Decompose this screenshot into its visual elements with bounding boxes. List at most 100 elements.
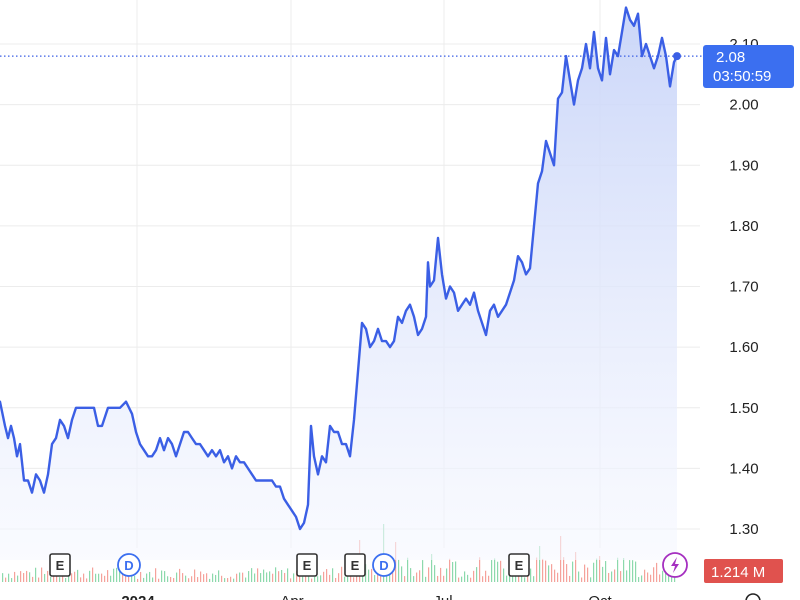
volume-bar	[566, 564, 568, 582]
volume-bar	[413, 576, 415, 582]
volume-bar	[608, 572, 610, 582]
event-dividend-marker[interactable]: D	[117, 553, 141, 577]
volume-bar	[212, 573, 214, 582]
event-dividend-marker[interactable]: D	[372, 553, 396, 577]
volume-bar	[317, 576, 319, 582]
volume-bar	[149, 571, 151, 582]
volume-bar	[407, 557, 409, 582]
x-axis: 2024 Apr Jul Oct	[121, 593, 612, 600]
event-earnings-marker[interactable]: E	[344, 553, 366, 577]
volume-bar	[314, 576, 316, 582]
volume-bar	[503, 568, 505, 582]
volume-bar	[458, 577, 460, 582]
volume-bar	[176, 572, 178, 582]
earnings-icon	[508, 553, 530, 577]
volume-bar	[143, 577, 145, 582]
event-earnings-marker[interactable]: E	[296, 553, 318, 577]
event-flash-marker[interactable]	[662, 552, 688, 578]
y-tick-label: 1.60	[729, 339, 758, 356]
volume-bar	[326, 569, 328, 582]
volume-bar	[404, 576, 406, 582]
volume-bar	[302, 576, 304, 582]
volume-bar	[338, 573, 340, 582]
volume-bar	[128, 576, 130, 582]
volume-bar	[146, 573, 148, 582]
volume-bar	[398, 559, 400, 582]
volume-bar	[506, 575, 508, 582]
volume-bar	[578, 571, 580, 582]
volume-bar	[86, 578, 88, 582]
volume-bar	[476, 567, 478, 582]
price-tag: 2.08 03:50:59	[703, 45, 794, 88]
volume-bar	[479, 557, 481, 582]
volume-bar	[500, 560, 502, 582]
volume-bar	[548, 565, 550, 582]
volume-bar	[8, 573, 10, 582]
event-label: E	[515, 558, 524, 573]
volume-bar	[281, 569, 283, 582]
volume-bar	[650, 574, 652, 582]
volume-bar	[329, 574, 331, 582]
volume-bar	[107, 570, 109, 582]
volume-bar	[236, 573, 238, 582]
volume-bar	[437, 575, 439, 582]
volume-bar	[293, 573, 295, 582]
volume-bar	[305, 575, 307, 582]
volume-bar	[386, 571, 388, 582]
volume-bar	[257, 568, 259, 582]
volume-bar	[371, 568, 373, 582]
y-tick-label: 1.70	[729, 279, 758, 296]
volume-bar	[593, 562, 595, 582]
settings-icon[interactable]	[745, 593, 761, 600]
volume-bar	[635, 561, 637, 582]
volume-bar	[335, 577, 337, 582]
volume-bar	[395, 542, 397, 582]
volume-bar	[617, 557, 619, 582]
volume-bar	[233, 578, 235, 582]
volume-bar	[311, 578, 313, 582]
current-price-label: 2.08	[716, 49, 745, 66]
volume-bar	[104, 575, 106, 582]
volume-bar	[623, 558, 625, 582]
volume-bar	[71, 573, 73, 582]
earnings-icon	[49, 553, 71, 577]
y-tick-label: 1.50	[729, 400, 758, 417]
price-area-fill	[0, 7, 677, 561]
event-earnings-marker[interactable]: E	[508, 553, 530, 577]
volume-bar	[179, 568, 181, 582]
volume-bar	[77, 569, 79, 582]
volume-bar	[446, 568, 448, 582]
volume-bar	[419, 570, 421, 582]
volume-bar	[164, 571, 166, 582]
earnings-icon	[296, 553, 318, 577]
volume-bar	[401, 566, 403, 582]
volume-bar	[539, 546, 541, 582]
volume-bar	[452, 562, 454, 582]
volume-bar	[122, 572, 124, 582]
volume-bar	[221, 575, 223, 582]
event-label: D	[379, 558, 388, 573]
y-tick-label: 1.30	[729, 521, 758, 538]
volume-bar	[440, 567, 442, 582]
volume-bar	[206, 573, 208, 582]
volume-bar	[431, 554, 433, 582]
volume-bar	[449, 558, 451, 582]
volume-bar	[59, 577, 61, 582]
volume-bar	[422, 560, 424, 582]
volume-bar	[545, 560, 547, 582]
volume-bar	[434, 565, 436, 582]
dividend-icon	[117, 553, 141, 577]
volume-bar	[95, 573, 97, 582]
volume-bar	[74, 571, 76, 582]
volume-bar	[167, 576, 169, 582]
x-tick-label: Oct	[588, 593, 612, 600]
volume-bar	[98, 573, 100, 582]
volume-bar	[491, 560, 493, 582]
volume-bar	[161, 570, 163, 582]
volume-bar	[626, 570, 628, 582]
event-earnings-marker[interactable]: E	[49, 553, 71, 577]
volume-bar	[443, 575, 445, 582]
volume-bar	[455, 561, 457, 582]
